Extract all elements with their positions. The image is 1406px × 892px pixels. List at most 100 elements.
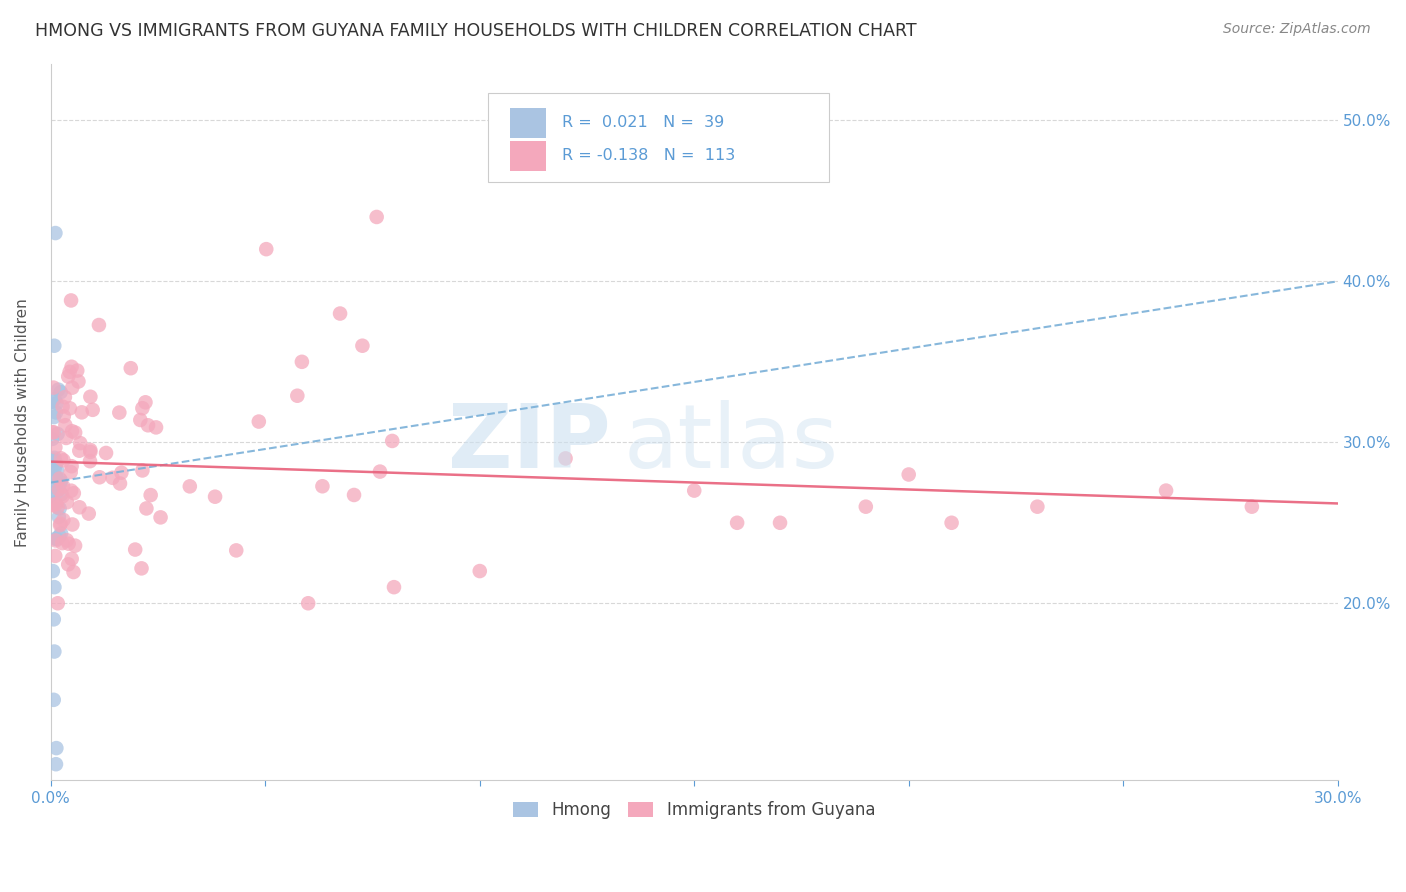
Point [554,451,576,466]
Point [52,513,75,527]
Point [41,454,63,468]
Point [329,306,352,320]
Bar [510,108,547,137]
Point [44,392,66,407]
Point [44,339,66,353]
Point [63,425,86,440]
Point [55,431,77,445]
Point [53,418,76,433]
Point [67,375,90,389]
Text: HMONG VS IMMIGRANTS FROM GUYANA FAMILY HOUSEHOLDS WITH CHILDREN CORRELATION CHAR: HMONG VS IMMIGRANTS FROM GUYANA FAMILY H… [35,22,917,40]
Bar [510,141,547,170]
Point [48,509,70,524]
Point [285,389,308,403]
Point [120,361,142,376]
Point [42,410,65,425]
Point [897,467,920,482]
Point [42,452,65,467]
Point [82,402,104,417]
Point [225,543,247,558]
Point [468,564,491,578]
Point [60,517,83,532]
Point [1026,500,1049,514]
Point [44,480,66,494]
Point [49,516,72,531]
Point [129,413,152,427]
Point [44,226,66,240]
Point [135,501,157,516]
Point [41,474,63,488]
Point [381,434,404,448]
Point [70,405,93,419]
Point [49,474,72,488]
Point [48,383,70,397]
Point [42,693,65,707]
Point [58,537,80,551]
Point [42,496,65,510]
Point [42,564,65,578]
Point [62,565,84,579]
Point [1154,483,1177,498]
Point [45,405,67,419]
Point [48,529,70,543]
Point [352,339,374,353]
Y-axis label: Family Households with Children: Family Households with Children [15,298,30,547]
Point [52,453,75,467]
Point [49,385,72,400]
Text: atlas: atlas [623,401,838,487]
Point [44,580,66,594]
Point [79,442,101,457]
Point [46,596,69,610]
Point [45,469,67,483]
Point [94,446,117,460]
Point [79,390,101,404]
Point [44,461,66,475]
Point [683,483,706,498]
Point [48,472,70,486]
Point [45,757,67,772]
Point [49,518,72,533]
Point [101,471,124,485]
Point [87,318,110,332]
Point [69,436,91,450]
Point [44,440,66,454]
Point [44,532,66,546]
Point [134,395,156,409]
Point [79,454,101,468]
Point [139,488,162,502]
Point [60,459,83,474]
Point [124,542,146,557]
Point [58,369,80,384]
Point [44,549,66,563]
Legend: Hmong, Immigrants from Guyana: Hmong, Immigrants from Guyana [506,795,882,826]
Point [77,507,100,521]
Text: ZIP: ZIP [449,401,610,487]
Point [42,425,65,440]
Point [60,483,83,498]
Text: R = -0.138   N =  113: R = -0.138 N = 113 [561,148,735,163]
Point [67,443,90,458]
Point [254,242,277,256]
Point [149,510,172,524]
Point [297,596,319,610]
Point [46,427,69,442]
Point [42,612,65,626]
Point [60,293,83,308]
Point [60,424,83,438]
FancyBboxPatch shape [488,93,830,182]
Point [60,381,83,395]
Point [291,355,314,369]
Point [136,418,159,433]
Point [51,487,73,501]
Point [110,466,132,480]
Point [60,552,83,566]
Point [1240,500,1263,514]
Point [79,445,101,459]
Point [382,580,405,594]
Point [53,390,76,404]
Point [855,500,877,514]
Point [66,363,89,377]
Point [46,500,69,515]
Point [45,497,67,511]
Text: R =  0.021   N =  39: R = 0.021 N = 39 [561,115,724,130]
